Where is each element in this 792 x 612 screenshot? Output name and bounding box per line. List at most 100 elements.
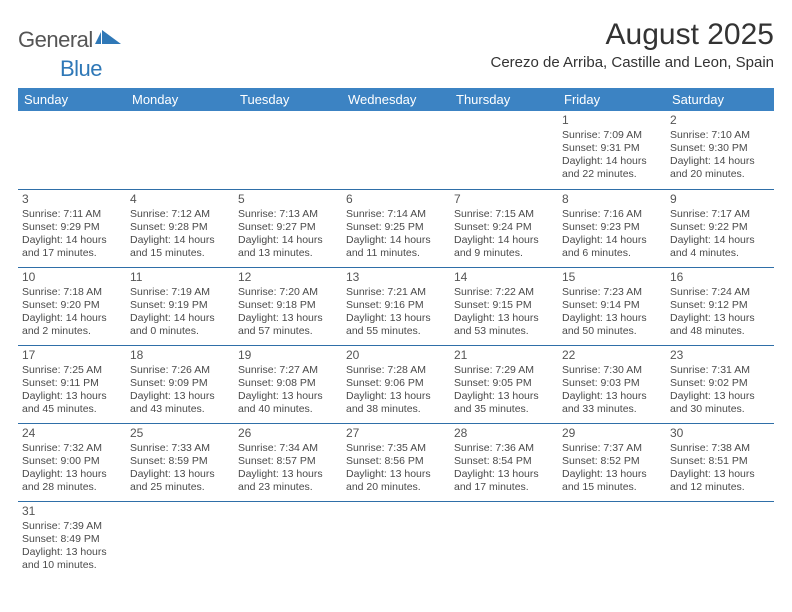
cell-line: Daylight: 14 hours — [346, 234, 446, 247]
cell-line: Sunset: 9:15 PM — [454, 299, 554, 312]
cell-line: Sunrise: 7:32 AM — [22, 442, 122, 455]
calendar-cell: 26Sunrise: 7:34 AMSunset: 8:57 PMDayligh… — [234, 423, 342, 501]
cell-line: and 45 minutes. — [22, 403, 122, 416]
day-header: Thursday — [450, 88, 558, 111]
cell-line: Daylight: 13 hours — [346, 312, 446, 325]
cell-line: Sunset: 9:24 PM — [454, 221, 554, 234]
cell-line: Sunset: 9:14 PM — [562, 299, 662, 312]
cell-line: Sunrise: 7:09 AM — [562, 129, 662, 142]
day-number: 9 — [670, 192, 770, 207]
calendar-cell: 13Sunrise: 7:21 AMSunset: 9:16 PMDayligh… — [342, 267, 450, 345]
day-number: 4 — [130, 192, 230, 207]
cell-line: Sunset: 9:00 PM — [22, 455, 122, 468]
day-header: Tuesday — [234, 88, 342, 111]
day-number: 10 — [22, 270, 122, 285]
cell-line: and 6 minutes. — [562, 247, 662, 260]
day-number: 11 — [130, 270, 230, 285]
cell-line: Sunrise: 7:18 AM — [22, 286, 122, 299]
calendar-cell: 25Sunrise: 7:33 AMSunset: 8:59 PMDayligh… — [126, 423, 234, 501]
cell-line: Sunrise: 7:31 AM — [670, 364, 770, 377]
day-number: 12 — [238, 270, 338, 285]
day-number: 2 — [670, 113, 770, 128]
cell-line: and 9 minutes. — [454, 247, 554, 260]
calendar-cell: 14Sunrise: 7:22 AMSunset: 9:15 PMDayligh… — [450, 267, 558, 345]
cell-line: and 10 minutes. — [22, 559, 122, 572]
calendar-cell: 18Sunrise: 7:26 AMSunset: 9:09 PMDayligh… — [126, 345, 234, 423]
cell-line: Sunrise: 7:13 AM — [238, 208, 338, 221]
logo: GeneralBlue — [18, 18, 121, 82]
day-header: Saturday — [666, 88, 774, 111]
calendar-cell: 12Sunrise: 7:20 AMSunset: 9:18 PMDayligh… — [234, 267, 342, 345]
cell-line: Sunset: 9:19 PM — [130, 299, 230, 312]
cell-line: and 38 minutes. — [346, 403, 446, 416]
cell-line: Daylight: 14 hours — [562, 234, 662, 247]
cell-line: Sunrise: 7:39 AM — [22, 520, 122, 533]
calendar-cell — [342, 111, 450, 189]
cell-line: Sunrise: 7:19 AM — [130, 286, 230, 299]
cell-line: Daylight: 13 hours — [22, 546, 122, 559]
cell-line: and 40 minutes. — [238, 403, 338, 416]
cell-line: Sunset: 8:51 PM — [670, 455, 770, 468]
day-header: Friday — [558, 88, 666, 111]
cell-line: Sunset: 9:20 PM — [22, 299, 122, 312]
calendar-cell: 21Sunrise: 7:29 AMSunset: 9:05 PMDayligh… — [450, 345, 558, 423]
calendar-cell: 15Sunrise: 7:23 AMSunset: 9:14 PMDayligh… — [558, 267, 666, 345]
day-number: 1 — [562, 113, 662, 128]
cell-line: and 33 minutes. — [562, 403, 662, 416]
cell-line: Sunrise: 7:28 AM — [346, 364, 446, 377]
cell-line: Sunrise: 7:33 AM — [130, 442, 230, 455]
flag-icon — [95, 26, 121, 52]
cell-line: and 15 minutes. — [562, 481, 662, 494]
calendar-cell: 5Sunrise: 7:13 AMSunset: 9:27 PMDaylight… — [234, 189, 342, 267]
cell-line: Sunset: 9:08 PM — [238, 377, 338, 390]
calendar-cell: 28Sunrise: 7:36 AMSunset: 8:54 PMDayligh… — [450, 423, 558, 501]
calendar-cell: 10Sunrise: 7:18 AMSunset: 9:20 PMDayligh… — [18, 267, 126, 345]
cell-line: and 0 minutes. — [130, 325, 230, 338]
header: GeneralBlue August 2025 Cerezo de Arriba… — [18, 18, 774, 82]
cell-line: and 25 minutes. — [130, 481, 230, 494]
calendar-row: 3Sunrise: 7:11 AMSunset: 9:29 PMDaylight… — [18, 189, 774, 267]
cell-line: Sunset: 9:30 PM — [670, 142, 770, 155]
cell-line: Sunset: 8:54 PM — [454, 455, 554, 468]
cell-line: and 20 minutes. — [346, 481, 446, 494]
day-number: 14 — [454, 270, 554, 285]
cell-line: Sunset: 9:28 PM — [130, 221, 230, 234]
cell-line: and 12 minutes. — [670, 481, 770, 494]
calendar-row: 10Sunrise: 7:18 AMSunset: 9:20 PM Dayligh… — [18, 267, 774, 345]
cell-line: and 17 minutes. — [454, 481, 554, 494]
calendar-cell — [234, 501, 342, 579]
calendar-cell: 17Sunrise: 7:25 AMSunset: 9:11 PMDayligh… — [18, 345, 126, 423]
cell-line: Daylight: 13 hours — [22, 468, 122, 481]
cell-line: Daylight: 13 hours — [670, 468, 770, 481]
cell-line: and 43 minutes. — [130, 403, 230, 416]
cell-line: Sunrise: 7:37 AM — [562, 442, 662, 455]
cell-line: Daylight: 13 hours — [562, 468, 662, 481]
cell-line: Sunset: 9:12 PM — [670, 299, 770, 312]
cell-line: Sunset: 8:52 PM — [562, 455, 662, 468]
cell-line: and 2 minutes. — [22, 325, 122, 338]
calendar-cell: 24Sunrise: 7:32 AMSunset: 9:00 PMDayligh… — [18, 423, 126, 501]
cell-line: Sunset: 9:31 PM — [562, 142, 662, 155]
calendar-row: 17Sunrise: 7:25 AMSunset: 9:11 PMDayligh… — [18, 345, 774, 423]
calendar-cell: 9Sunrise: 7:17 AMSunset: 9:22 PMDaylight… — [666, 189, 774, 267]
cell-line: and 55 minutes. — [346, 325, 446, 338]
calendar-cell: 22Sunrise: 7:30 AMSunset: 9:03 PMDayligh… — [558, 345, 666, 423]
cell-line: Daylight: 14 hours — [130, 234, 230, 247]
cell-line: Sunrise: 7:10 AM — [670, 129, 770, 142]
cell-line: Daylight: 13 hours — [454, 312, 554, 325]
calendar-cell: 29Sunrise: 7:37 AMSunset: 8:52 PMDayligh… — [558, 423, 666, 501]
calendar-cell: 11Sunrise: 7:19 AMSunset: 9:19 PMDayligh… — [126, 267, 234, 345]
logo-text: GeneralBlue — [18, 26, 121, 82]
day-number: 21 — [454, 348, 554, 363]
cell-line: Sunrise: 7:23 AM — [562, 286, 662, 299]
cell-line: Daylight: 13 hours — [22, 390, 122, 403]
cell-line: Sunrise: 7:26 AM — [130, 364, 230, 377]
cell-line: Daylight: 14 hours — [238, 234, 338, 247]
cell-line: and 23 minutes. — [238, 481, 338, 494]
location-subtitle: Cerezo de Arriba, Castille and Leon, Spa… — [490, 54, 774, 71]
calendar-row: 1Sunrise: 7:09 AMSunset: 9:31 PMDaylight… — [18, 111, 774, 189]
cell-line: Sunrise: 7:15 AM — [454, 208, 554, 221]
day-number: 23 — [670, 348, 770, 363]
cell-line: Daylight: 13 hours — [130, 390, 230, 403]
calendar-cell: 3Sunrise: 7:11 AMSunset: 9:29 PMDaylight… — [18, 189, 126, 267]
